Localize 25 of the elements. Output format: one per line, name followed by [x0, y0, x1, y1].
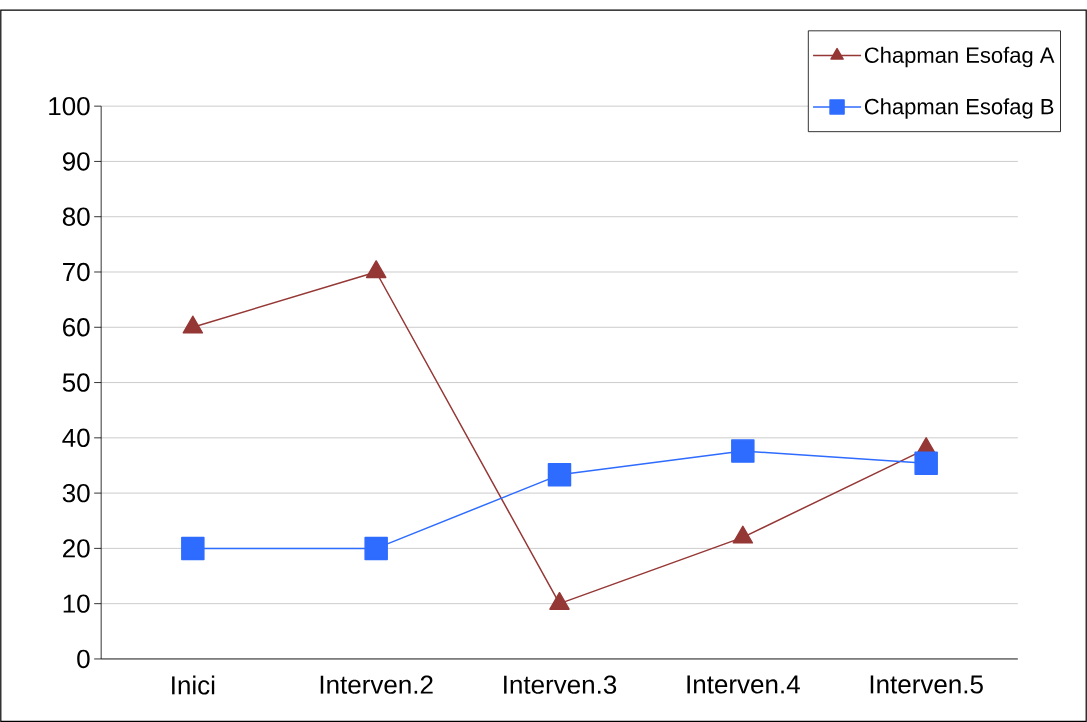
y-tick-label: 90	[62, 152, 90, 171]
y-tick-label: 100	[49, 96, 90, 116]
y-tick-label: 10	[63, 594, 90, 613]
x-tick-label: Inici	[172, 675, 215, 695]
point	[365, 260, 387, 279]
y-tick-label: 60	[63, 318, 90, 337]
x-tick-label: Interven.2	[320, 675, 433, 694]
point	[731, 439, 755, 463]
x-tick-label: Interven.3	[504, 675, 617, 694]
y-tick-label: 30	[62, 483, 90, 503]
x-tick-label: Interven.5	[870, 675, 983, 694]
point	[181, 536, 205, 561]
y-tick-label: 50	[62, 373, 90, 392]
y-tick-label: 80	[62, 207, 90, 226]
point	[182, 315, 204, 334]
point	[364, 536, 388, 561]
point	[547, 463, 572, 487]
y-tick-label: 0	[77, 649, 90, 669]
y-tick-label: 20	[63, 539, 90, 558]
y-tick-label: 40	[62, 428, 90, 447]
x-tick-label: Interven.4	[687, 675, 800, 694]
point	[914, 451, 938, 475]
legend-label: Chapman Esofag B	[864, 98, 1054, 119]
legend-label: Chapman Esofag A	[864, 46, 1055, 68]
y-tick-label: 70	[63, 262, 90, 282]
